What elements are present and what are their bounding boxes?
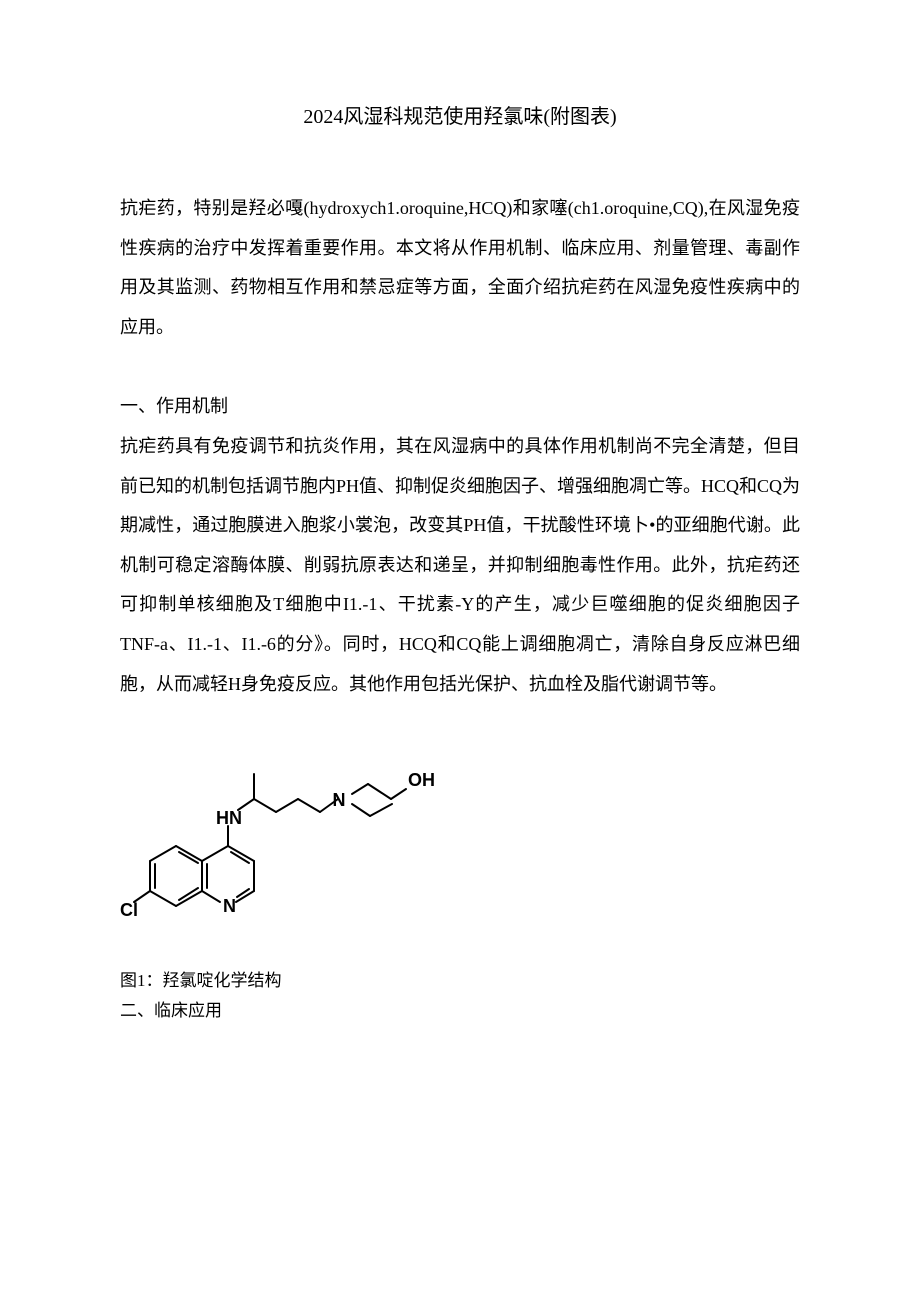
- page-title: 2024风湿科规范使用羟氯味(附图表): [120, 100, 800, 129]
- label-n-amine: N: [333, 790, 346, 810]
- label-cl: Cl: [120, 900, 138, 920]
- document-page: 2024风湿科规范使用羟氯味(附图表) 抗疟药，特别是羟必嘎(hydroxych…: [0, 0, 920, 1301]
- figure-1-caption: 图1：羟氯啶化学结构: [120, 968, 800, 994]
- intro-paragraph: 抗疟药，特别是羟必嘎(hydroxych1.oroquine,HCQ)和家噻(c…: [120, 189, 800, 347]
- section-1-body: 抗疟药具有免疫调节和抗炎作用，其在风湿病中的具体作用机制尚不完全清楚，但目前已知…: [120, 427, 800, 704]
- label-n-ring: N: [223, 896, 236, 916]
- label-hn: HN: [216, 808, 242, 828]
- section-1-heading: 一、作用机制: [120, 387, 800, 427]
- figure-1: OH N HN N Cl 图1：羟氯啶化学结构 二、临床应用: [120, 744, 800, 1023]
- molecule-structure-svg: OH N HN N Cl: [120, 744, 440, 964]
- label-oh: OH: [408, 770, 435, 790]
- section-2-heading: 二、临床应用: [120, 998, 800, 1024]
